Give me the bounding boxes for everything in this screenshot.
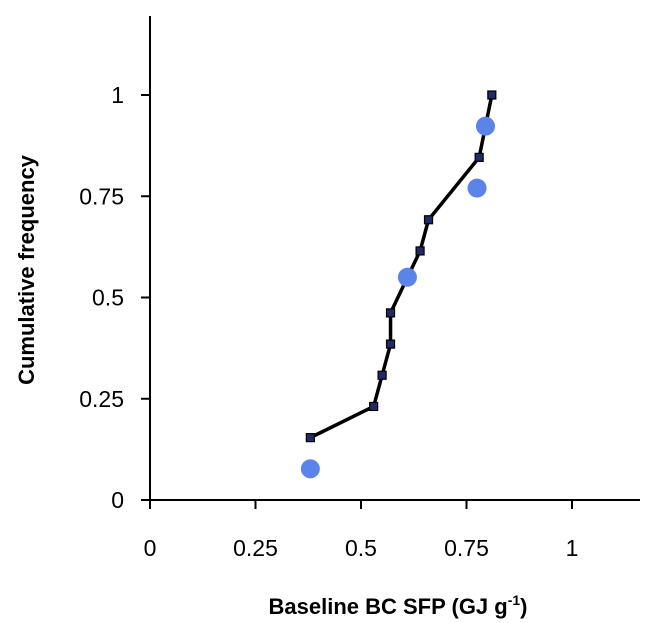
line-point-marker [385,339,396,349]
y-tick-label: 0.75 [79,183,124,209]
x-axis-title-superscript: -1 [508,592,521,608]
y-tick-label: 0.5 [92,285,124,311]
x-tick-label: 0.5 [345,535,377,561]
scatter-point [397,267,417,287]
axes [141,16,640,509]
plot-area [300,90,497,479]
x-tick-label: 1 [566,535,579,561]
line-point-marker [369,401,379,412]
y-tick-label: 0.25 [79,386,124,412]
series-line [309,94,494,440]
y-tick-label: 1 [111,82,124,108]
y-axis-title: Cumulative frequency [14,154,39,385]
scatter-point [475,116,495,136]
line-point-marker [487,90,497,100]
x-tick-label: 0 [144,535,157,561]
x-axis-title-suffix: ) [520,594,527,619]
line-point-marker [305,433,315,443]
line-point-marker [474,152,484,162]
line-point-marker [423,215,434,225]
x-axis-title-prefix: Baseline BC SFP (GJ g [269,594,508,619]
scatter-point [467,178,487,198]
scatter-point [300,459,320,479]
y-tick-labels: 0 0.25 0.5 0.75 1 [79,82,124,513]
x-axis-title: Baseline BC SFP (GJ g-1) [269,592,528,619]
x-tick-label: 0.25 [233,535,278,561]
line-point-marker [377,370,387,380]
line-point-marker [385,308,396,318]
x-tick-label: 0.75 [444,535,489,561]
x-tick-labels: 0 0.25 0.5 0.75 1 [144,535,579,561]
y-tick-label: 0 [111,487,124,513]
line-point-marker [415,246,425,256]
